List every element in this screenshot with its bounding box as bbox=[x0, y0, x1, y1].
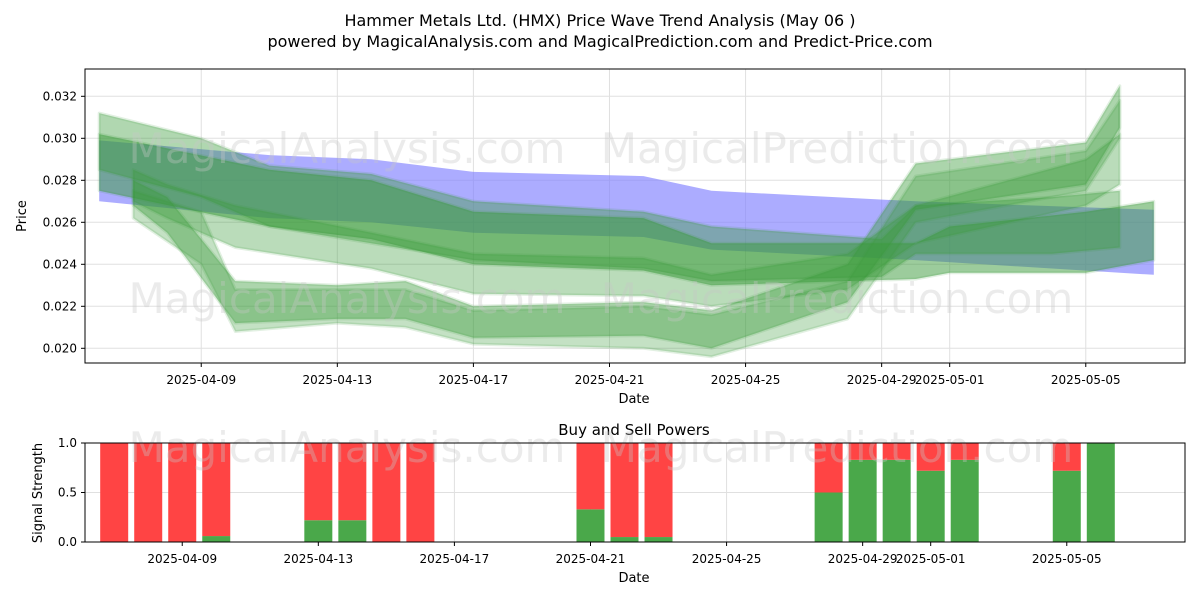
price-bands bbox=[97, 84, 1156, 359]
buy-bar bbox=[848, 459, 877, 542]
price-y-tick-label: 0.032 bbox=[43, 89, 77, 103]
price-panel: MagicalAnalysis.com MagicalPrediction.co… bbox=[15, 68, 1186, 407]
sell-bar bbox=[916, 443, 945, 471]
sell-bar bbox=[304, 443, 333, 521]
price-band-green-5 bbox=[131, 99, 1122, 359]
buy-bar bbox=[1086, 443, 1115, 542]
sell-bar bbox=[134, 443, 163, 542]
signal-x-tick-label: 2025-04-25 bbox=[692, 552, 762, 566]
price-x-tick-label: 2025-04-13 bbox=[302, 373, 372, 387]
price-x-axis-label: Date bbox=[618, 392, 649, 407]
signal-axes: 2025-04-09 2025-04-13 2025-04-17 2025-04-21… bbox=[58, 436, 1102, 566]
price-axes: 2025-04-09 2025-04-13 2025-04-17 2025-04-21… bbox=[43, 89, 1121, 387]
watermark-analysis-top: MagicalAnalysis.com bbox=[129, 124, 566, 173]
price-y-tick-label: 0.026 bbox=[43, 215, 77, 229]
signal-x-axis-label: Date bbox=[618, 571, 649, 586]
sell-bar bbox=[644, 443, 673, 538]
sell-bar bbox=[848, 443, 877, 460]
price-plot-frame bbox=[84, 68, 1186, 364]
signal-bars bbox=[100, 443, 1115, 542]
sell-bar bbox=[1052, 443, 1081, 471]
price-x-tick-label: 2025-04-25 bbox=[711, 373, 781, 387]
sell-bar bbox=[950, 443, 979, 460]
buy-bar bbox=[610, 537, 639, 542]
price-y-tick-label: 0.020 bbox=[43, 341, 77, 355]
price-band-green-4 bbox=[131, 84, 1122, 350]
signal-y-axis-label: Signal Strength bbox=[31, 443, 46, 543]
signal-x-tick-label: 2025-04-21 bbox=[556, 552, 626, 566]
sell-bar bbox=[406, 443, 435, 542]
buy-bar bbox=[644, 537, 673, 542]
sell-bar bbox=[100, 443, 129, 542]
watermark-analysis-mid: MagicalAnalysis.com bbox=[129, 274, 566, 323]
sell-bar bbox=[576, 443, 605, 510]
signal-x-tick-label: 2025-05-05 bbox=[1032, 552, 1102, 566]
price-x-tick-label: 2025-04-09 bbox=[166, 373, 236, 387]
buy-bar bbox=[814, 492, 843, 542]
signal-y-tick-label: 0.5 bbox=[58, 486, 77, 500]
chart-subtitle: powered by MagicalAnalysis.com and Magic… bbox=[267, 32, 932, 51]
signal-y-tick-label: 1.0 bbox=[58, 436, 77, 450]
price-x-tick-label: 2025-04-21 bbox=[575, 373, 645, 387]
signal-x-tick-label: 2025-04-29 bbox=[828, 552, 898, 566]
price-band-green-1 bbox=[97, 132, 1156, 287]
watermark-prediction-mid: MagicalPrediction.com bbox=[601, 274, 1074, 323]
signal-plot-frame bbox=[84, 442, 1186, 543]
signal-x-tick-label: 2025-04-09 bbox=[147, 552, 217, 566]
price-band-green-2 bbox=[97, 111, 1122, 283]
buy-bar bbox=[882, 459, 911, 542]
sell-bar bbox=[202, 443, 231, 537]
signal-panel: Buy and Sell Powers MagicalAnalysis.com … bbox=[31, 421, 1186, 586]
price-y-tick-label: 0.022 bbox=[43, 299, 77, 313]
sell-bar bbox=[610, 443, 639, 538]
price-y-tick-label: 0.024 bbox=[43, 257, 77, 271]
watermark-analysis-bottom: MagicalAnalysis.com bbox=[129, 423, 566, 472]
buy-bar bbox=[338, 520, 367, 542]
buy-bar bbox=[1052, 470, 1081, 542]
price-x-tick-label: 2025-05-05 bbox=[1051, 373, 1121, 387]
buy-bar bbox=[202, 536, 231, 542]
sell-bar bbox=[338, 443, 367, 521]
buy-bar bbox=[916, 470, 945, 542]
price-y-axis-label: Price bbox=[15, 200, 30, 232]
chart-title: Hammer Metals Ltd. (HMX) Price Wave Tren… bbox=[344, 11, 855, 30]
price-y-tick-label: 0.028 bbox=[43, 173, 77, 187]
watermark-prediction-bottom: MagicalPrediction.com bbox=[601, 423, 1074, 472]
signal-x-tick-label: 2025-04-13 bbox=[283, 552, 353, 566]
sell-bar bbox=[372, 443, 401, 542]
price-y-tick-label: 0.030 bbox=[43, 131, 77, 145]
buy-bar bbox=[304, 520, 333, 542]
signal-x-tick-label: 2025-04-17 bbox=[420, 552, 490, 566]
buy-bar bbox=[576, 509, 605, 542]
sell-bar bbox=[168, 443, 197, 542]
signal-title: Buy and Sell Powers bbox=[558, 421, 710, 439]
signal-x-tick-label: 2025-05-01 bbox=[896, 552, 966, 566]
watermark-prediction-top: MagicalPrediction.com bbox=[601, 124, 1074, 173]
price-band-green-3 bbox=[131, 132, 1122, 308]
sell-bar bbox=[882, 443, 911, 460]
price-x-tick-label: 2025-04-17 bbox=[439, 373, 509, 387]
signal-y-tick-label: 0.0 bbox=[58, 535, 77, 549]
sell-bar bbox=[814, 443, 843, 493]
price-band-blue bbox=[99, 140, 1154, 275]
buy-bar bbox=[950, 459, 979, 542]
price-x-tick-label: 2025-04-29 bbox=[847, 373, 917, 387]
price-x-tick-label: 2025-05-01 bbox=[915, 373, 985, 387]
